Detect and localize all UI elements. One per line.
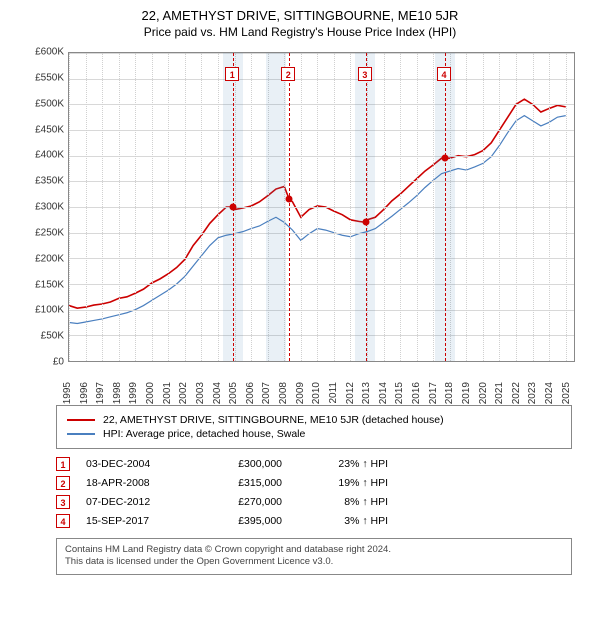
y-tick-label: £550K bbox=[20, 72, 64, 83]
transaction-price: £300,000 bbox=[202, 458, 282, 470]
transaction-price: £395,000 bbox=[202, 515, 282, 527]
transaction-date: 18-APR-2008 bbox=[86, 477, 186, 489]
transaction-point bbox=[442, 155, 449, 162]
transaction-row: 1 03-DEC-2004 £300,000 23% ↑ HPI bbox=[56, 457, 572, 471]
gridline-v bbox=[168, 53, 169, 361]
gridline-v bbox=[384, 53, 385, 361]
y-tick-label: £100K bbox=[20, 305, 64, 316]
gridline-v bbox=[201, 53, 202, 361]
gridline-v bbox=[483, 53, 484, 361]
transaction-price: £270,000 bbox=[202, 496, 282, 508]
gridline-h bbox=[69, 310, 574, 311]
transaction-marker-line bbox=[289, 53, 290, 361]
gridline-h bbox=[69, 79, 574, 80]
gridline-v bbox=[549, 53, 550, 361]
gridline-h bbox=[69, 207, 574, 208]
footer-line1: Contains HM Land Registry data © Crown c… bbox=[65, 544, 563, 556]
transaction-number: 4 bbox=[56, 514, 70, 528]
gridline-v bbox=[152, 53, 153, 361]
transaction-marker-box: 3 bbox=[358, 67, 372, 81]
y-tick-label: £300K bbox=[20, 202, 64, 213]
transaction-row: 4 15-SEP-2017 £395,000 3% ↑ HPI bbox=[56, 514, 572, 528]
gridline-v bbox=[119, 53, 120, 361]
transaction-diff: 3% ↑ HPI bbox=[298, 515, 388, 527]
gridline-h bbox=[69, 130, 574, 131]
legend-item-hpi: HPI: Average price, detached house, Swal… bbox=[67, 428, 561, 440]
gridline-v bbox=[499, 53, 500, 361]
gridline-v bbox=[417, 53, 418, 361]
y-tick-label: £350K bbox=[20, 176, 64, 187]
transaction-number: 1 bbox=[56, 457, 70, 471]
gridline-v bbox=[301, 53, 302, 361]
gridline-h bbox=[69, 233, 574, 234]
transaction-marker-line bbox=[445, 53, 446, 361]
plot-area: 1 2 3 4 bbox=[68, 52, 575, 362]
transaction-marker-box: 1 bbox=[225, 67, 239, 81]
footer-line2: This data is licensed under the Open Gov… bbox=[65, 556, 563, 568]
transaction-table: 1 03-DEC-2004 £300,000 23% ↑ HPI 2 18-APR-200… bbox=[56, 457, 572, 528]
gridline-h bbox=[69, 181, 574, 182]
transaction-marker-box: 2 bbox=[281, 67, 295, 81]
transaction-date: 07-DEC-2012 bbox=[86, 496, 186, 508]
gridline-v bbox=[350, 53, 351, 361]
y-tick-label: £250K bbox=[20, 227, 64, 238]
gridline-v bbox=[86, 53, 87, 361]
gridline-v bbox=[400, 53, 401, 361]
gridline-v bbox=[251, 53, 252, 361]
y-tick-label: £600K bbox=[20, 47, 64, 58]
gridline-v bbox=[516, 53, 517, 361]
gridline-h bbox=[69, 335, 574, 336]
y-tick-label: £50K bbox=[20, 331, 64, 342]
gridline-v bbox=[317, 53, 318, 361]
transaction-row: 3 07-DEC-2012 £270,000 8% ↑ HPI bbox=[56, 495, 572, 509]
y-tick-label: £450K bbox=[20, 124, 64, 135]
transaction-row: 2 18-APR-2008 £315,000 19% ↑ HPI bbox=[56, 476, 572, 490]
gridline-h bbox=[69, 156, 574, 157]
y-tick-label: £200K bbox=[20, 253, 64, 264]
gridline-v bbox=[185, 53, 186, 361]
gridline-v bbox=[69, 53, 70, 361]
transaction-point bbox=[286, 196, 293, 203]
gridline-v bbox=[102, 53, 103, 361]
transaction-diff: 8% ↑ HPI bbox=[298, 496, 388, 508]
transaction-date: 15-SEP-2017 bbox=[86, 515, 186, 527]
gridline-v bbox=[334, 53, 335, 361]
transaction-diff: 19% ↑ HPI bbox=[298, 477, 388, 489]
gridline-v bbox=[218, 53, 219, 361]
gridline-h bbox=[69, 104, 574, 105]
legend-label-hpi: HPI: Average price, detached house, Swal… bbox=[103, 428, 305, 440]
transaction-marker-line bbox=[366, 53, 367, 361]
legend-item-property: 22, AMETHYST DRIVE, SITTINGBOURNE, ME10 … bbox=[67, 414, 561, 426]
shade-band bbox=[266, 53, 286, 361]
transaction-point bbox=[362, 219, 369, 226]
title-sub: Price paid vs. HM Land Registry's House … bbox=[8, 25, 592, 39]
transaction-marker-box: 4 bbox=[437, 67, 451, 81]
legend-swatch-property bbox=[67, 419, 95, 421]
gridline-v bbox=[533, 53, 534, 361]
gridline-h bbox=[69, 53, 574, 54]
y-tick-label: £500K bbox=[20, 98, 64, 109]
attribution-footer: Contains HM Land Registry data © Crown c… bbox=[56, 538, 572, 575]
transaction-point bbox=[230, 204, 237, 211]
gridline-h bbox=[69, 258, 574, 259]
legend-swatch-hpi bbox=[67, 433, 95, 435]
title-main: 22, AMETHYST DRIVE, SITTINGBOURNE, ME10 … bbox=[8, 8, 592, 23]
x-tick-label: 2025 bbox=[552, 382, 582, 412]
transaction-number: 2 bbox=[56, 476, 70, 490]
transaction-diff: 23% ↑ HPI bbox=[298, 458, 388, 470]
y-tick-label: £400K bbox=[20, 150, 64, 161]
y-tick-label: £150K bbox=[20, 279, 64, 290]
y-tick-label: £0 bbox=[20, 357, 64, 368]
legend-label-property: 22, AMETHYST DRIVE, SITTINGBOURNE, ME10 … bbox=[103, 414, 444, 426]
transaction-date: 03-DEC-2004 bbox=[86, 458, 186, 470]
gridline-v bbox=[466, 53, 467, 361]
gridline-h bbox=[69, 284, 574, 285]
transaction-price: £315,000 bbox=[202, 477, 282, 489]
transaction-number: 3 bbox=[56, 495, 70, 509]
gridline-v bbox=[135, 53, 136, 361]
gridline-v bbox=[566, 53, 567, 361]
price-chart: 1 2 3 4 £0 £50K £100K £150K £200K £250K £300K £350… bbox=[20, 47, 580, 397]
